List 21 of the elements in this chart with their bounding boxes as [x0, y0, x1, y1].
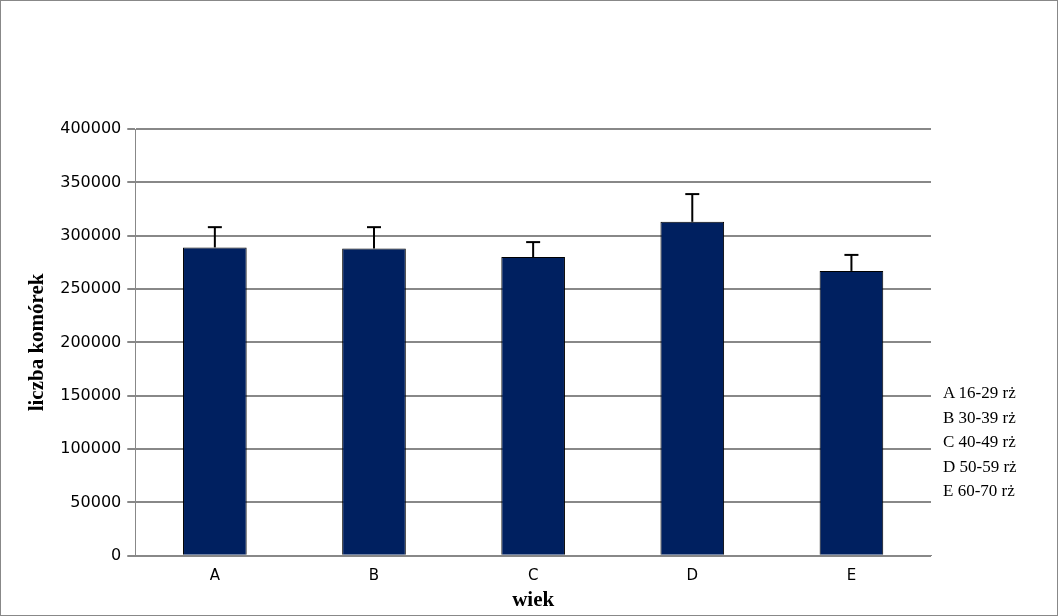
- y-tick-label: 150000: [60, 384, 122, 404]
- x-tick-label: C: [527, 565, 539, 584]
- x-axis-title: wiek: [512, 586, 555, 611]
- y-tick-label: 0: [111, 544, 122, 564]
- y-tick-label: 400000: [60, 118, 122, 138]
- y-tick-label: 100000: [60, 438, 122, 458]
- y-axis-title: liczba komórek: [24, 273, 49, 412]
- text: B 30-39 rż: [943, 406, 1017, 429]
- text: E 60-70 rż: [943, 480, 1016, 502]
- y-tick-label: 50000: [70, 491, 122, 511]
- y-tick-label: 250000: [60, 278, 122, 298]
- text: C 40-49 rż: [943, 431, 1017, 453]
- x-tick-label: E: [846, 565, 857, 584]
- x-tick-label: B: [368, 565, 380, 584]
- y-tick-label: 200000: [60, 331, 122, 351]
- text: A 16-29 rż: [943, 382, 1017, 404]
- x-tick-label: D: [686, 565, 699, 584]
- x-tick-label: A: [209, 565, 221, 584]
- y-tick-label: 300000: [60, 224, 122, 244]
- text: D 50-59 rż: [943, 455, 1017, 478]
- y-tick-label: 350000: [60, 171, 122, 191]
